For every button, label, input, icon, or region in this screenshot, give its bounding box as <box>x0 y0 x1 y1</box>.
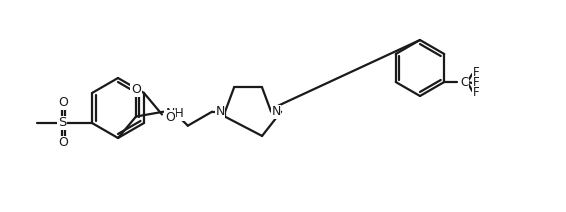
Text: O: O <box>59 137 68 149</box>
Text: F: F <box>473 67 479 80</box>
Text: NH: NH <box>166 107 185 120</box>
Text: O: O <box>165 111 175 124</box>
Text: F: F <box>473 86 479 99</box>
Text: O: O <box>131 83 141 96</box>
Text: C: C <box>460 75 469 88</box>
Text: O: O <box>59 96 68 110</box>
Text: N: N <box>216 105 225 118</box>
Text: S: S <box>58 117 66 130</box>
Text: N: N <box>271 105 281 118</box>
Text: F: F <box>473 77 479 89</box>
